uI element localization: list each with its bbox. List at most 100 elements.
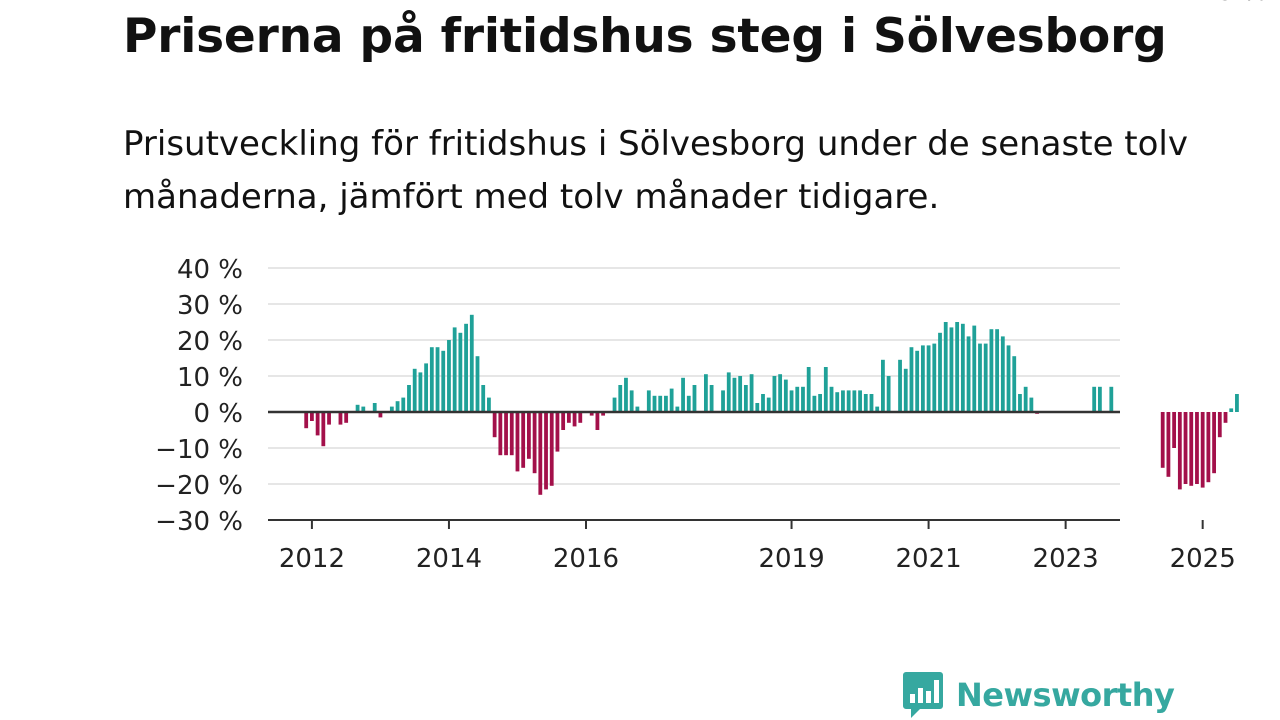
bar [749,374,754,412]
x-tick-label: 2023 [1033,544,1099,574]
bar [555,412,560,452]
bar [806,367,811,412]
bar [1189,412,1194,486]
bar [1195,412,1199,484]
bar [846,390,851,412]
bar [1229,408,1234,412]
bar [704,374,708,412]
bar [778,374,783,412]
bar [926,345,931,412]
bar [1000,336,1005,412]
bar [464,323,468,412]
bar [898,359,902,412]
x-tick-label: 2021 [896,544,962,574]
bar [515,412,520,472]
x-tick-label: 2016 [553,544,619,574]
bar [1183,412,1188,484]
y-tick-label: 30 % [177,291,243,321]
bar [983,343,988,412]
bar [429,347,434,412]
y-axis-tick-labels: −30 % −20 % −10 % 0 % 10 % 20 % 30 % 40 % [155,255,243,537]
bar [504,412,508,456]
bar [875,406,880,412]
bar [452,327,457,412]
y-tick-label: −10 % [155,435,243,465]
bar [407,385,411,412]
bar [1223,412,1228,423]
bar [881,359,885,412]
y-tick-label: −20 % [155,471,243,501]
bar [783,379,788,412]
bar [1012,356,1017,412]
bar [395,401,400,412]
bar [1109,386,1114,412]
bar [1212,412,1216,474]
bar [852,390,857,412]
bar [943,322,948,412]
bar [1092,386,1097,412]
bar [863,394,868,412]
bar [829,386,834,412]
bar [389,406,394,412]
bar [755,403,760,412]
bar [995,329,1000,412]
bar [418,372,423,412]
bar [681,377,685,412]
bar [595,412,600,430]
bar [772,376,777,412]
bar [441,350,446,412]
bar [709,385,714,412]
bar [372,403,377,412]
bar [932,343,937,412]
bar [612,397,617,412]
bar [378,412,383,418]
bar [521,412,526,468]
bar [972,325,977,412]
bar [327,412,331,425]
bar [686,395,691,412]
bar [601,412,606,416]
bar [435,347,440,412]
bar [795,386,800,412]
bar [789,390,794,412]
bar [652,395,657,412]
bar [1018,394,1022,412]
bar [1160,412,1165,468]
bar [743,385,748,412]
bar [509,412,514,456]
x-tick-label: 2012 [279,544,345,574]
bar [492,412,497,438]
bar [960,323,965,412]
bar [1023,386,1028,412]
bar [1172,412,1177,448]
bar [920,345,925,412]
bar [732,377,737,412]
x-axis-tick-labels: 2012 2014 2016 2019 2021 2023 2025 [279,520,1236,574]
bar [903,368,908,412]
bar [761,394,765,412]
bar [566,412,571,423]
bar [401,397,406,412]
y-tick-label: 20 % [177,327,243,357]
bar [475,356,480,412]
grid-lines [268,267,1120,485]
bar [858,390,862,412]
bar [487,397,491,412]
brand-name: Newsworthy [956,676,1175,714]
bar [1166,412,1171,477]
bar [721,390,725,412]
bar [412,368,417,412]
bar [801,386,805,412]
bar [818,394,822,412]
bar [1029,397,1034,412]
bar [321,412,326,447]
bar [532,412,537,474]
bar [338,412,343,425]
bar [578,412,583,423]
bar [458,332,463,412]
bar [635,406,640,412]
bar [1235,394,1239,412]
bar [304,412,309,429]
bar [812,395,817,412]
